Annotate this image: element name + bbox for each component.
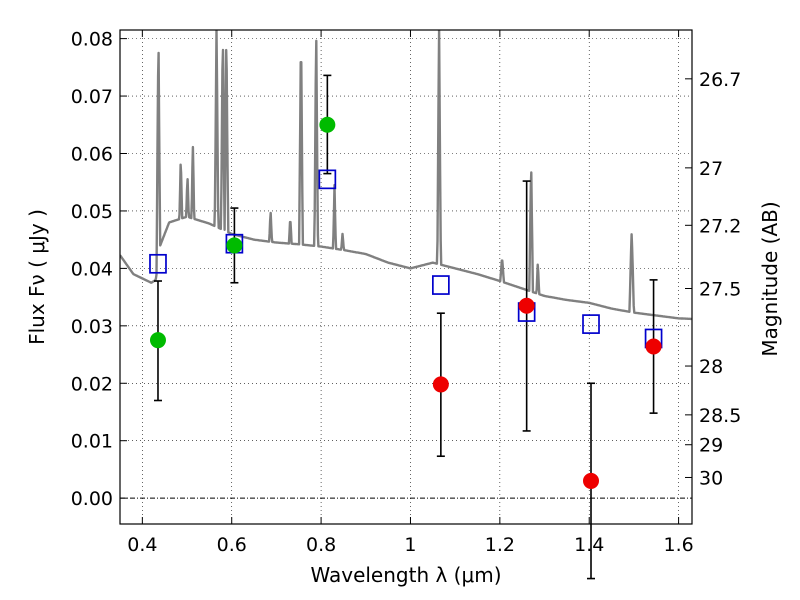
- y-tick-label: 0.02: [71, 373, 113, 395]
- infrared-point: [518, 297, 535, 314]
- tick-layer: 0.4 0.6 0.8 1 1.2 1.4 1.6 0.00 0.01 0.02 0.03 0.04 0…: [71, 29, 742, 556]
- y-tick-label: 0.01: [71, 431, 113, 453]
- right-tick-label: 28.5: [699, 405, 741, 427]
- right-tick-label: 27.5: [699, 278, 741, 300]
- y-tick-label: 0.03: [71, 316, 113, 338]
- optical-point: [226, 237, 243, 254]
- y-axis-right-label: Magnitude (AB): [758, 201, 782, 356]
- infrared-point: [432, 376, 449, 393]
- y-tick-label: 0.06: [71, 144, 113, 166]
- right-tick-label: 27.2: [699, 215, 741, 237]
- x-tick-label: 0.6: [217, 534, 247, 556]
- infrared-point: [583, 472, 600, 489]
- spectrum-layer: [120, 30, 692, 321]
- spectrum-line: [120, 30, 692, 321]
- y-axis-label: Flux Fν ( μJy ): [25, 209, 49, 345]
- right-tick-label: 26.7: [699, 69, 741, 91]
- right-tick-label: 27: [699, 158, 723, 180]
- model-point: [432, 275, 450, 295]
- right-tick-label: 30: [699, 467, 723, 489]
- plot-frame: [119, 29, 693, 525]
- y-tick-label: 0.04: [71, 258, 113, 280]
- x-tick-label: 1.6: [663, 534, 693, 556]
- y-tick-label: 0.00: [71, 488, 113, 510]
- x-tick-label: 0.8: [306, 534, 336, 556]
- right-tick-label: 29: [699, 435, 723, 457]
- model-point: [318, 169, 337, 190]
- optical-point: [149, 332, 166, 349]
- x-axis-label: Wavelength λ (μm): [310, 563, 501, 587]
- model-point: [149, 253, 167, 274]
- y-tick-label: 0.07: [71, 86, 113, 108]
- model-point: [582, 314, 600, 334]
- x-tick-label: 1.4: [574, 534, 604, 556]
- right-tick-label: 28: [699, 356, 723, 378]
- x-tick-label: 1.2: [485, 534, 515, 556]
- grid: [120, 30, 692, 524]
- y-tick-label: 0.08: [71, 29, 113, 51]
- optical-point: [319, 116, 336, 133]
- y-tick-label: 0.05: [71, 201, 113, 223]
- marker-layer: [149, 116, 663, 489]
- infrared-point: [645, 338, 662, 355]
- x-tick-label: 1: [404, 534, 416, 556]
- x-tick-label: 0.4: [127, 534, 157, 556]
